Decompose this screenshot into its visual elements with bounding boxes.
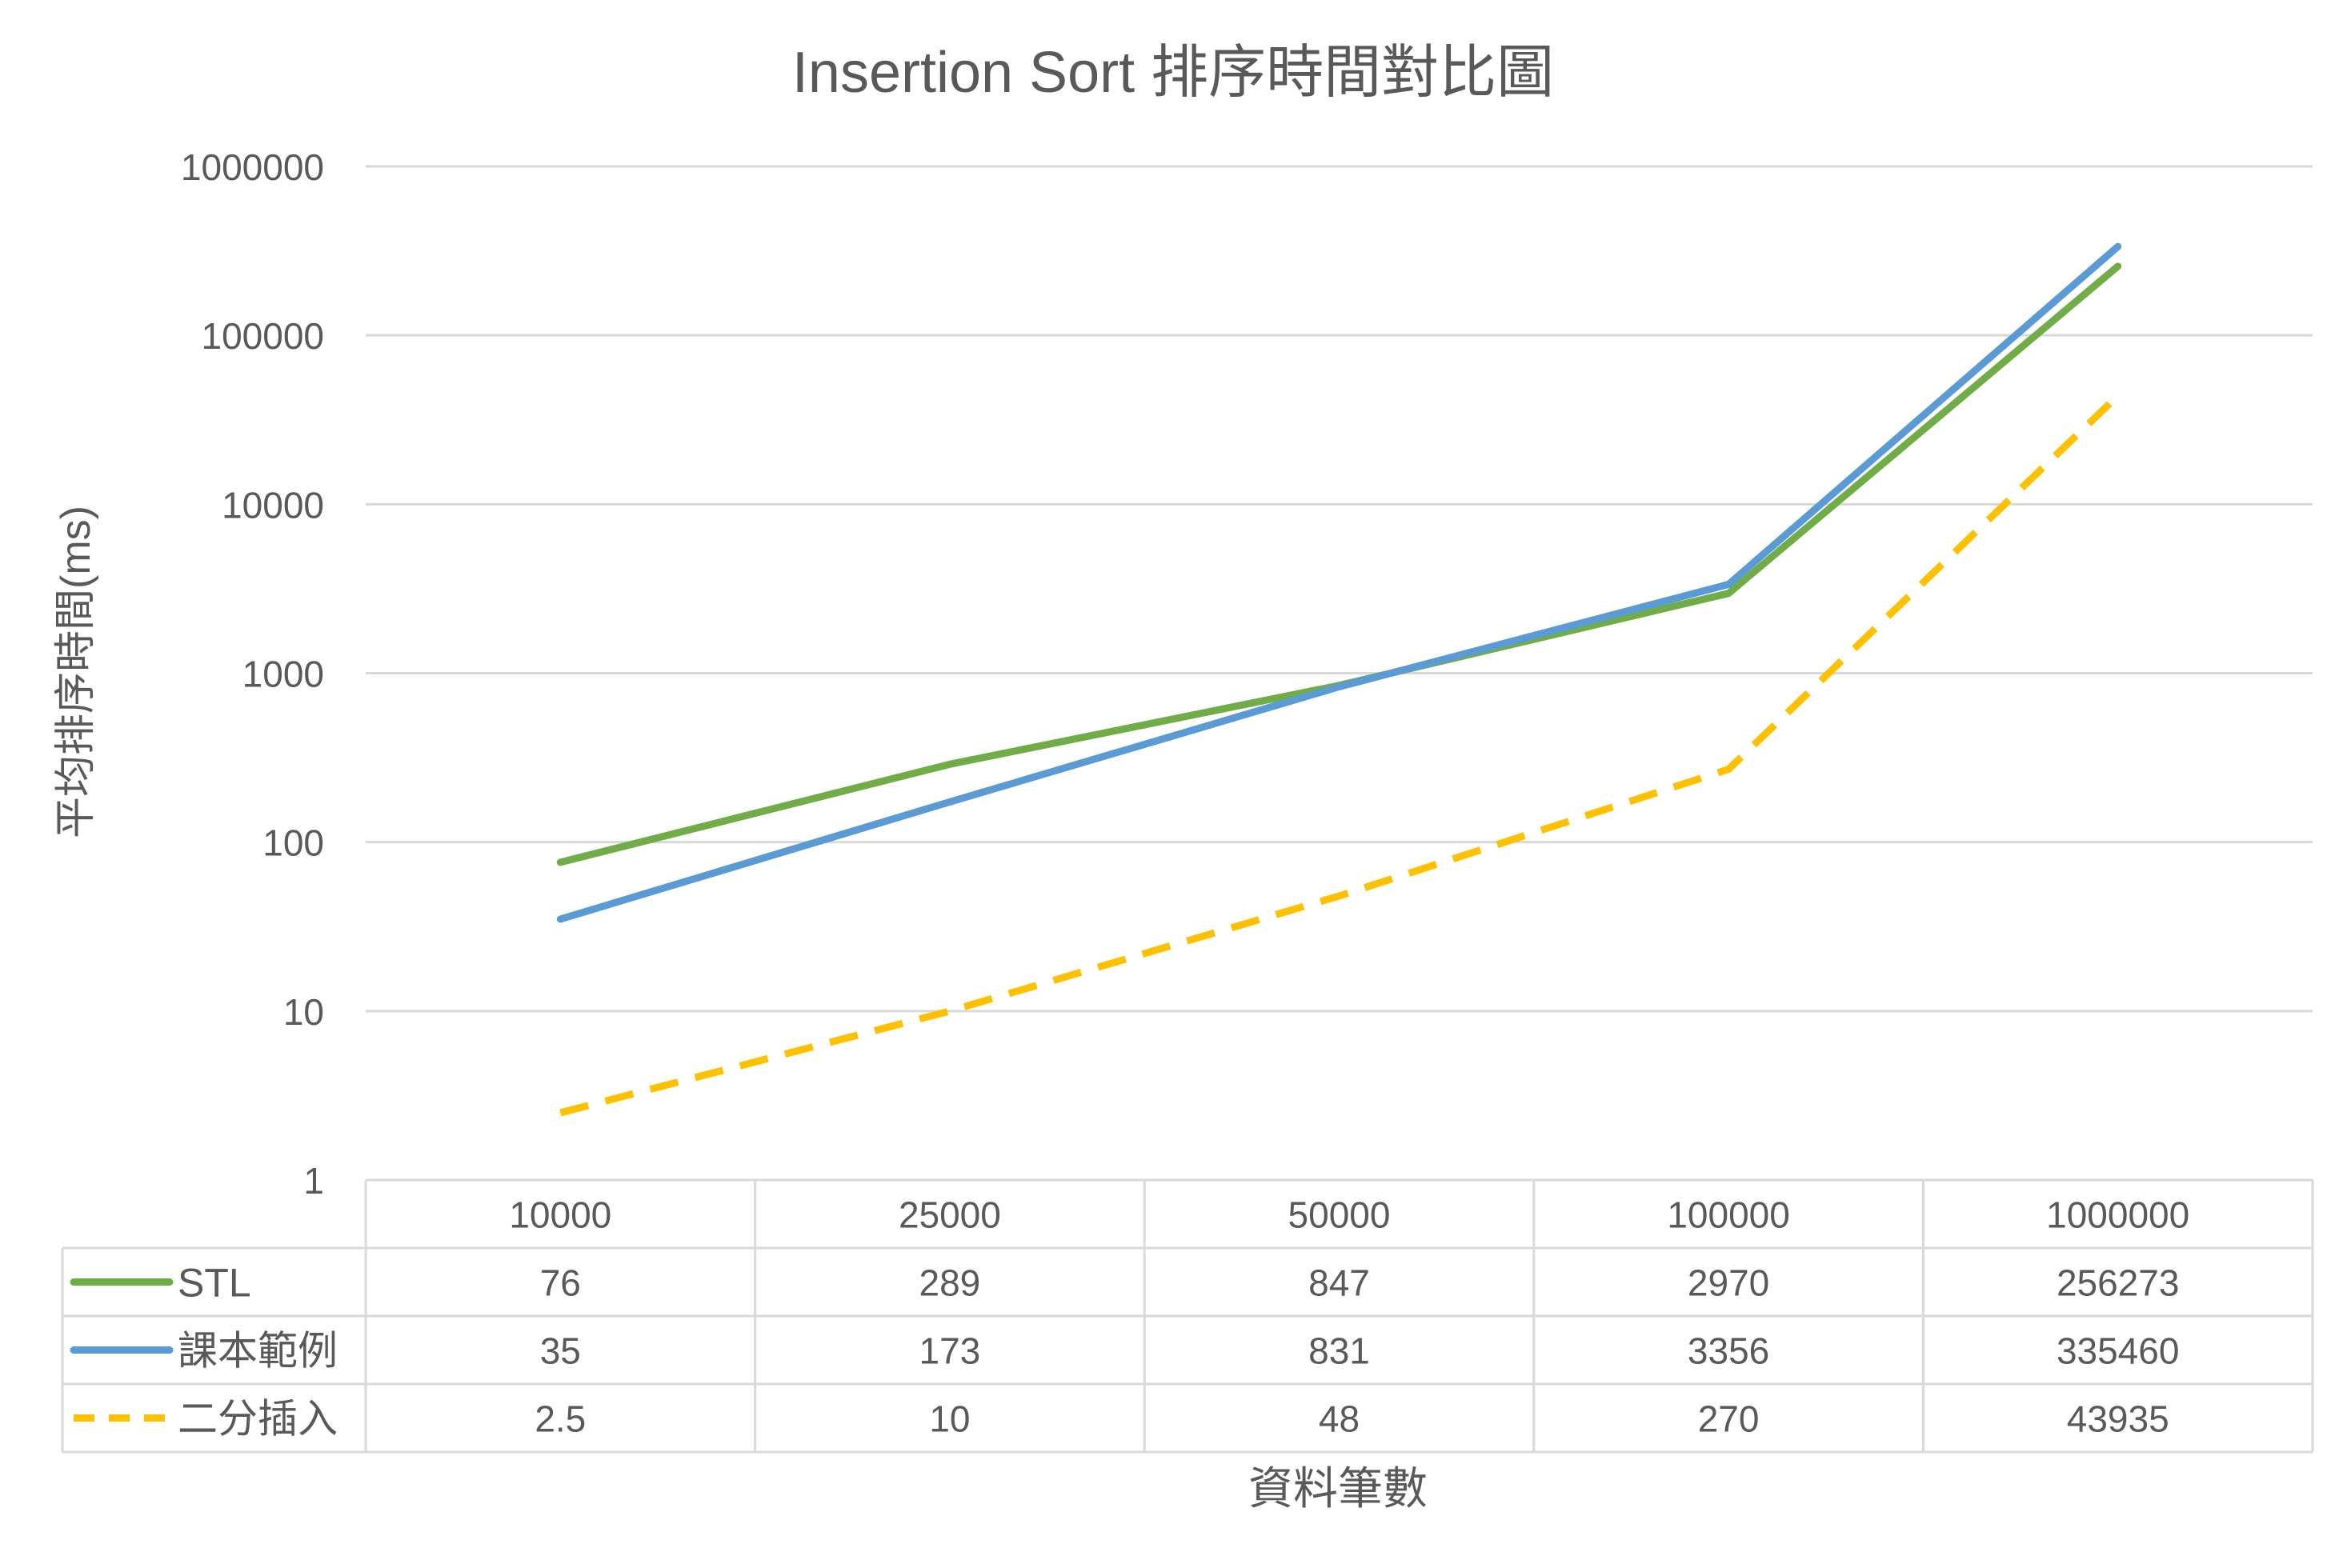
- x-tick-label: 100000: [1667, 1194, 1790, 1236]
- data-label: 270: [1698, 1398, 1760, 1440]
- legend-label: 二分插入: [178, 1397, 338, 1442]
- series-lines: [556, 242, 2122, 1117]
- data-table: 10000 25000 50000 100000 1000000 STL 76 289 847 2…: [61, 1178, 2314, 1454]
- y-tick-label: 1000: [242, 654, 324, 695]
- series-line-1: [556, 262, 2122, 866]
- y-tick-label: 10000: [222, 484, 324, 526]
- y-tick-label: 10: [283, 991, 324, 1033]
- y-tick-label: 100: [262, 822, 324, 864]
- x-tick-label: 1000000: [2046, 1194, 2189, 1236]
- x-tick-label: 25000: [899, 1194, 1001, 1236]
- data-label: 289: [919, 1262, 981, 1304]
- data-label: 35: [540, 1330, 581, 1372]
- gridlines: [366, 165, 2313, 1013]
- x-tick-label: 10000: [509, 1194, 611, 1236]
- y-axis-label: 平均排序時間(ms): [53, 506, 99, 838]
- data-label: 76: [540, 1262, 581, 1304]
- legend-label: 課本範例: [178, 1329, 338, 1374]
- data-label: 10: [929, 1398, 970, 1440]
- data-label: 2970: [1688, 1262, 1769, 1304]
- series-line-2: [556, 242, 2122, 923]
- y-tick-label: 1000000: [181, 146, 324, 188]
- data-label: 256273: [2057, 1262, 2180, 1304]
- data-label: 173: [919, 1330, 981, 1372]
- data-label: 3356: [1688, 1330, 1769, 1372]
- data-label: 335460: [2057, 1330, 2180, 1372]
- data-label: 48: [1319, 1398, 1360, 1440]
- x-tick-label: 50000: [1288, 1194, 1391, 1236]
- data-label: 43935: [2067, 1398, 2169, 1440]
- data-label: 2.5: [535, 1398, 586, 1440]
- y-tick-labels: 1 10 100 1000 10000 100000 1000000: [181, 146, 324, 1202]
- chart-title: Insertion Sort 排序時間對比圖: [792, 41, 1554, 105]
- data-label: 831: [1308, 1330, 1370, 1372]
- series-line-3: [559, 393, 2121, 1117]
- y-tick-label: 100000: [202, 315, 325, 357]
- data-label: 847: [1308, 1262, 1370, 1304]
- legend-label: STL: [178, 1261, 251, 1306]
- x-axis-label: 資料筆數: [1248, 1463, 1428, 1514]
- y-tick-label: 1: [303, 1160, 324, 1202]
